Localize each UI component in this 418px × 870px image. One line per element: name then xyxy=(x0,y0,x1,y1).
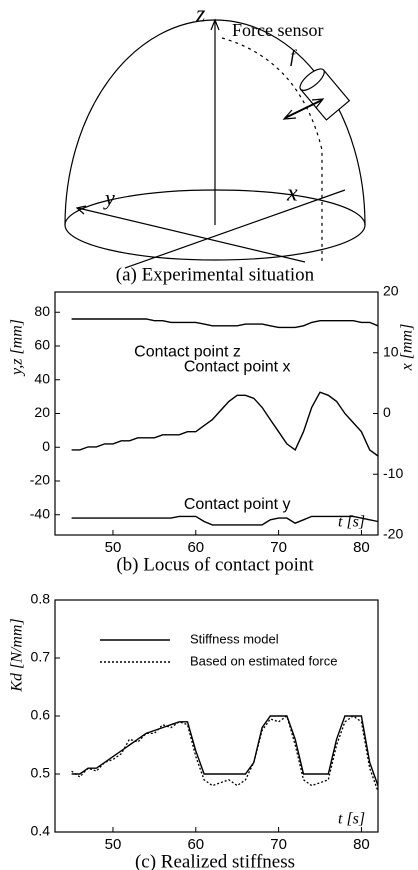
y-tick-label: 0.5 xyxy=(31,765,51,781)
y-tick-label: -40 xyxy=(30,505,50,521)
figure: z Force sensor f x y (a) Experimental si… xyxy=(0,0,418,870)
y2-tick-label: 20 xyxy=(383,283,399,299)
z-label: z xyxy=(195,2,206,28)
caption: (b) Locus of contact point xyxy=(116,554,314,575)
x-tick-label: 80 xyxy=(353,539,370,556)
series-line xyxy=(72,392,378,456)
x-tick-label: 80 xyxy=(353,836,370,853)
force-sensor xyxy=(297,65,350,120)
diagram xyxy=(65,20,365,268)
y-tick-label: 20 xyxy=(34,404,50,420)
y-label: y xyxy=(103,185,115,210)
y-tick-label: 0.7 xyxy=(31,649,51,665)
series-line xyxy=(72,516,378,525)
y2-tick-label: 10 xyxy=(383,343,399,359)
force-label: f xyxy=(290,46,298,66)
y-axis-label: Kd [N/mm] xyxy=(9,618,26,692)
series-label: Contact point y xyxy=(184,496,291,513)
series-label: Contact point x xyxy=(184,358,291,375)
y2-tick-label: -20 xyxy=(383,526,403,542)
series-line xyxy=(72,319,378,327)
y-axis-label: y,z [mm] xyxy=(9,319,26,377)
x-label: x xyxy=(286,181,298,207)
x-axis-label: t [s] xyxy=(338,811,365,828)
y-tick-label: 40 xyxy=(34,370,50,386)
series-line xyxy=(72,716,378,786)
y2-tick-label: 0 xyxy=(383,404,391,420)
y-tick-label: 80 xyxy=(34,303,50,319)
y-tick-label: 0.6 xyxy=(31,707,51,723)
caption: (c) Realized stiffness xyxy=(135,851,295,870)
y-tick-label: 0.8 xyxy=(31,591,51,607)
legend-label: Stiffness model xyxy=(190,631,279,646)
x-axis xyxy=(125,190,345,268)
caption: (a) Experimental situation xyxy=(116,264,315,285)
y-tick-label: 0.4 xyxy=(31,823,51,839)
legend-label: Based on estimated force xyxy=(190,653,337,668)
y-tick-label: 0 xyxy=(42,438,50,454)
y-tick-label: 60 xyxy=(34,337,50,353)
y-tick-label: -20 xyxy=(30,472,50,488)
y2-axis-label: x [mm] xyxy=(399,324,416,372)
y2-tick-label: -10 xyxy=(383,465,403,481)
sensor-label: Force sensor xyxy=(232,20,323,40)
x-tick-label: 50 xyxy=(105,836,122,853)
